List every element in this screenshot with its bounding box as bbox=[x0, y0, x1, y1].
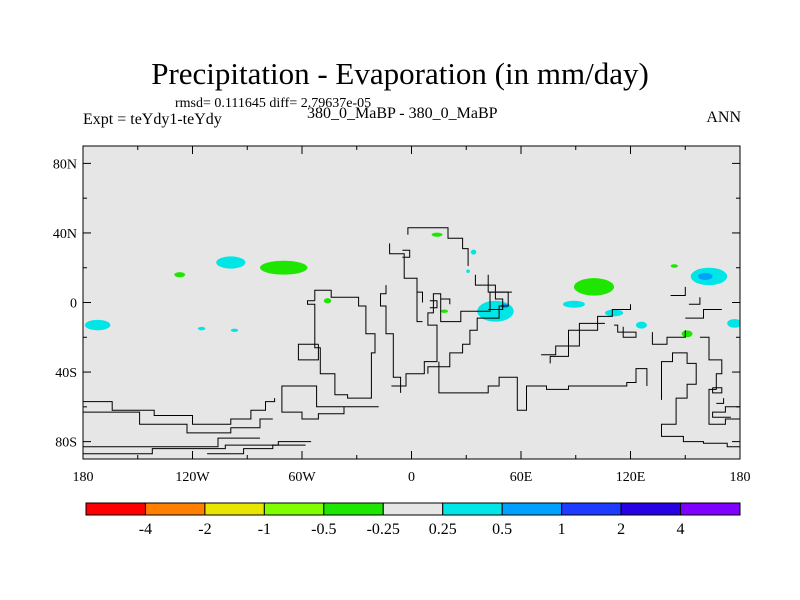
coastline bbox=[712, 406, 740, 418]
colorbar-label: -0.5 bbox=[311, 521, 336, 538]
chart-title: Precipitation - Evaporation (in mm/day) bbox=[151, 56, 649, 91]
coastline bbox=[438, 361, 648, 411]
anomaly-blob bbox=[216, 256, 246, 269]
coastline bbox=[391, 291, 509, 387]
coastline bbox=[699, 336, 740, 425]
coastline bbox=[541, 322, 605, 356]
coastline bbox=[614, 324, 637, 338]
coastline bbox=[307, 289, 376, 399]
map-plot-area: 180 120W 60W 0 60E 120E 180 80N 40N 0 40S 80S bbox=[53, 145, 751, 485]
x-tick-label: 120W bbox=[175, 470, 210, 485]
anomaly-blob bbox=[727, 319, 740, 328]
coastline bbox=[83, 398, 276, 425]
y-tick-label: 0 bbox=[70, 297, 77, 312]
colorbar-swatch bbox=[263, 502, 325, 516]
anomaly-blob bbox=[197, 326, 206, 331]
x-tick-label: 180 bbox=[730, 470, 751, 485]
colorbar-label: 4 bbox=[677, 521, 685, 538]
coastline bbox=[670, 286, 686, 296]
x-tick-label: 60E bbox=[510, 470, 533, 485]
anomaly-blob bbox=[84, 319, 111, 331]
coastline bbox=[83, 441, 312, 455]
coastline bbox=[402, 249, 411, 258]
anomaly-blob bbox=[562, 300, 585, 308]
anomaly-blob bbox=[670, 264, 678, 268]
colorbar-swatch bbox=[680, 502, 741, 516]
coastline bbox=[688, 297, 701, 305]
colorbar-swatch bbox=[620, 502, 682, 516]
coastline bbox=[440, 298, 451, 305]
anomaly-blob bbox=[174, 272, 186, 278]
colorbar-label: -0.25 bbox=[367, 521, 400, 538]
colorbar-swatch bbox=[501, 502, 563, 516]
colorbar-swatch bbox=[204, 502, 265, 516]
case-label: 380_0_MaBP - 380_0_MaBP bbox=[307, 105, 498, 122]
anomaly-blob bbox=[431, 232, 443, 237]
colorbar-label: 1 bbox=[558, 521, 566, 538]
x-tick-label: 60W bbox=[288, 470, 316, 485]
colorbar-label: -2 bbox=[198, 521, 211, 538]
y-tick-label: 40N bbox=[53, 227, 77, 242]
colorbar-label: 0.5 bbox=[492, 521, 512, 538]
anomaly-blob bbox=[698, 272, 713, 280]
anomaly-blob bbox=[260, 260, 308, 275]
y-tick-label: 80S bbox=[55, 436, 77, 451]
coastline bbox=[83, 437, 260, 448]
anomaly-blob bbox=[230, 328, 239, 333]
x-tick-label: 120E bbox=[616, 470, 646, 485]
coastline bbox=[417, 291, 423, 303]
y-tick-label: 40S bbox=[55, 366, 77, 381]
coastline bbox=[407, 227, 469, 266]
anomaly-blob bbox=[635, 321, 647, 329]
anomaly-blob bbox=[323, 298, 332, 304]
anomaly-blob bbox=[470, 249, 477, 255]
anomaly-blob bbox=[466, 269, 470, 273]
colorbar-swatch bbox=[561, 502, 622, 516]
anomaly-blob bbox=[681, 330, 693, 338]
coastline bbox=[685, 309, 722, 319]
anomaly-blob bbox=[604, 309, 624, 317]
map-background bbox=[83, 146, 740, 459]
colorbar-label: -1 bbox=[258, 521, 271, 538]
x-tick-label: 180 bbox=[73, 470, 94, 485]
colorbar: -4 -2 -1 -0.5 -0.25 0.25 0.5 1 2 4 bbox=[85, 502, 741, 538]
colorbar-label: 2 bbox=[617, 521, 625, 538]
colorbar-label: -4 bbox=[139, 521, 152, 538]
coastline bbox=[297, 343, 319, 361]
coastline bbox=[487, 274, 512, 293]
coastline bbox=[389, 243, 423, 323]
experiment-label: Expt = teYdy1-teYdy bbox=[83, 111, 222, 128]
map-contents bbox=[83, 227, 740, 455]
coastline bbox=[716, 398, 725, 404]
colorbar-swatch bbox=[323, 502, 384, 516]
coastline bbox=[83, 411, 273, 434]
coastline bbox=[429, 300, 438, 309]
coastline bbox=[651, 330, 686, 345]
coastline bbox=[661, 352, 740, 448]
anomaly-blob bbox=[573, 278, 615, 296]
x-tick-label: 0 bbox=[408, 470, 415, 485]
colorbar-label: 0.25 bbox=[429, 521, 457, 538]
anomaly-blob bbox=[440, 309, 448, 313]
coastline bbox=[474, 274, 504, 310]
season-label: ANN bbox=[706, 109, 741, 126]
coastline bbox=[712, 387, 723, 394]
colorbar-swatch bbox=[442, 502, 503, 516]
coastline bbox=[380, 285, 402, 393]
colorbar-swatch bbox=[85, 502, 146, 516]
y-tick-label: 80N bbox=[53, 157, 77, 172]
colorbar-swatch bbox=[382, 502, 444, 516]
coastline bbox=[281, 385, 379, 420]
colorbar-swatch bbox=[144, 502, 206, 516]
stats-label: rmsd= 0.111645 diff= 2.79637e-05 bbox=[175, 96, 372, 111]
coastline bbox=[207, 444, 306, 455]
